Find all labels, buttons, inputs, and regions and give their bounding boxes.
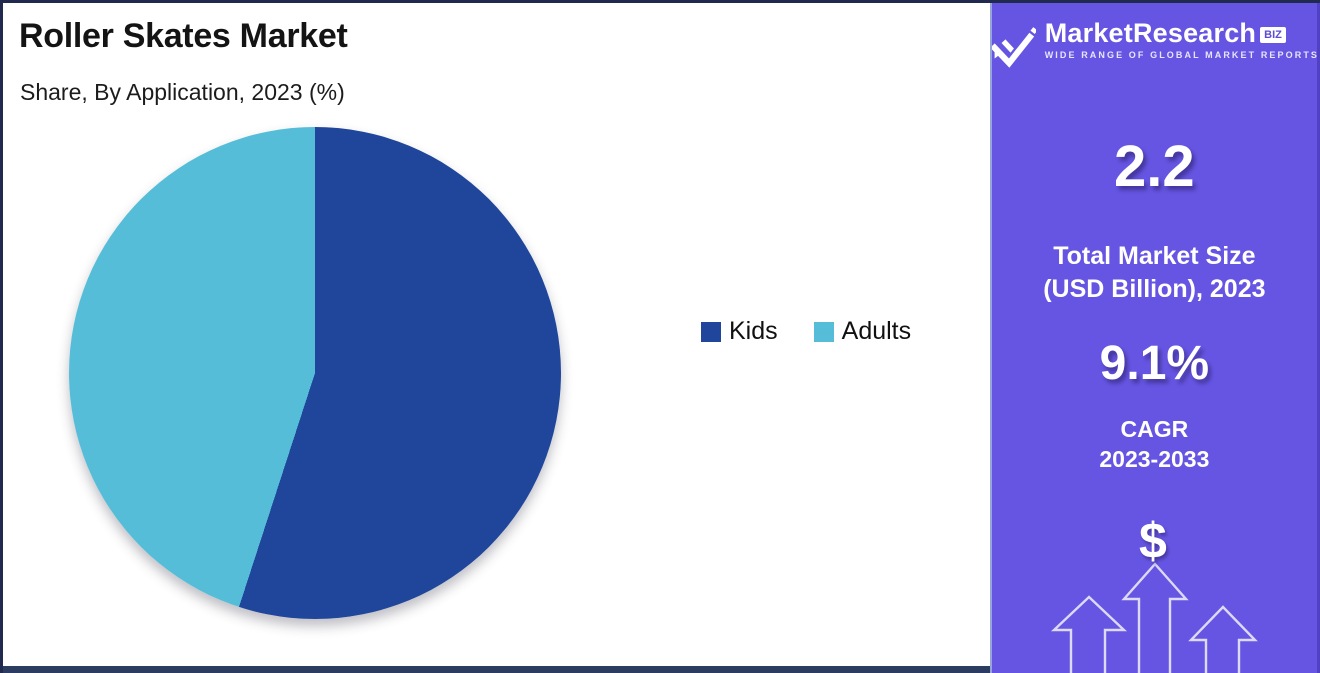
brand-badge-biz: BIZ <box>1260 27 1286 44</box>
page-title: Roller Skates Market <box>19 17 348 55</box>
market-size-value: 2.2 <box>1114 134 1195 199</box>
adults-color-swatch <box>813 321 834 342</box>
brand-tagline: WIDE RANGE OF GLOBAL MARKET REPORTS <box>1044 50 1320 61</box>
dollar-icon: $ <box>1139 513 1167 569</box>
brand-sidebar: MarketResearch BIZ WIDE RANGE OF GLOBAL … <box>989 3 1320 673</box>
arrow-left <box>1050 595 1127 673</box>
cagr-value: 9.1% <box>1099 337 1210 390</box>
double-check-icon <box>991 27 1036 72</box>
cagr-label-line1: CAGR <box>1120 416 1189 442</box>
legend-label-kids: Kids <box>729 317 778 345</box>
arrow-right <box>1187 605 1258 673</box>
legend-item-adults: Adults <box>813 317 912 346</box>
market-size-label-line1: Total Market Size <box>1053 242 1256 270</box>
growth-arrows-graphic: $ <box>1050 513 1258 673</box>
market-size-label-line2: (USD Billion), 2023 <box>1043 275 1266 303</box>
brand-name: MarketResearch <box>1044 18 1257 48</box>
legend-label-adults: Adults <box>841 317 912 345</box>
cagr-label: CAGR 2023-2033 <box>992 415 1317 475</box>
chart-subtitle: Share, By Application, 2023 (%) <box>20 79 345 105</box>
cagr-label-line2: 2023-2033 <box>1099 445 1210 472</box>
brand-logo: MarketResearch BIZ WIDE RANGE OF GLOBAL … <box>991 18 1320 75</box>
kids-color-swatch <box>701 321 721 342</box>
market-size-label: Total Market Size (USD Billion), 2023 <box>992 240 1317 306</box>
legend: Kids Adults <box>701 317 911 346</box>
legend-item-kids: Kids <box>701 317 778 346</box>
logo-text-block: MarketResearch BIZ WIDE RANGE OF GLOBAL … <box>1044 18 1320 61</box>
arrow-middle <box>1121 562 1189 673</box>
chart-area: Roller Skates Market Share, By Applicati… <box>3 3 990 673</box>
pie-chart <box>69 127 561 619</box>
